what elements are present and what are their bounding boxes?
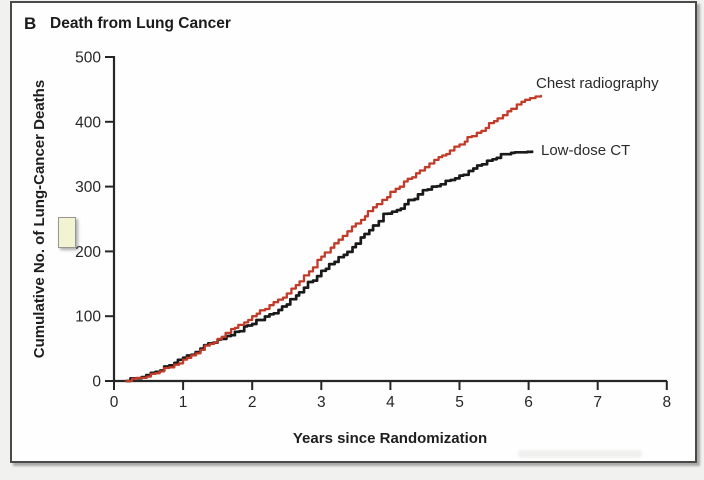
curves-layer — [125, 94, 543, 383]
panel-letter: B — [24, 14, 36, 33]
y-tick-label-100: 100 — [75, 309, 101, 326]
series-label-chest-radiography: Chest radiography — [536, 75, 659, 92]
ticks-layer: 0 100 200 300 400 500 0 1 2 3 4 5 6 7 8 — [75, 50, 671, 412]
x-tick-label-1: 1 — [179, 394, 188, 411]
x-tick-label-5: 5 — [455, 394, 464, 411]
curve-chest-radiography — [125, 94, 543, 383]
series-label-low-dose-ct: Low-dose CT — [541, 142, 630, 159]
x-tick-label-7: 7 — [593, 394, 602, 411]
x-tick-label-2: 2 — [248, 394, 257, 411]
stray-highlight-box — [58, 217, 76, 248]
x-axis-title: Years since Randomization — [293, 430, 487, 447]
y-tick-label-400: 400 — [75, 114, 101, 131]
y-tick-label-300: 300 — [75, 179, 101, 196]
y-tick-label-0: 0 — [92, 374, 101, 391]
figure-frame — [10, 1, 697, 463]
x-tick-label-8: 8 — [662, 394, 671, 411]
axes-layer — [112, 56, 667, 383]
curve-low-dose-ct — [125, 150, 534, 383]
panel-title: Death from Lung Cancer — [50, 15, 231, 32]
y-tick-label-200: 200 — [75, 244, 101, 261]
y-axis-title: Cumulative No. of Lung-Cancer Deaths — [31, 80, 48, 358]
x-tick-label-0: 0 — [110, 394, 119, 411]
x-tick-label-6: 6 — [524, 394, 533, 411]
x-tick-label-3: 3 — [317, 394, 326, 411]
faint-watermark — [518, 450, 642, 458]
y-tick-label-500: 500 — [75, 50, 101, 67]
x-tick-label-4: 4 — [386, 394, 395, 411]
